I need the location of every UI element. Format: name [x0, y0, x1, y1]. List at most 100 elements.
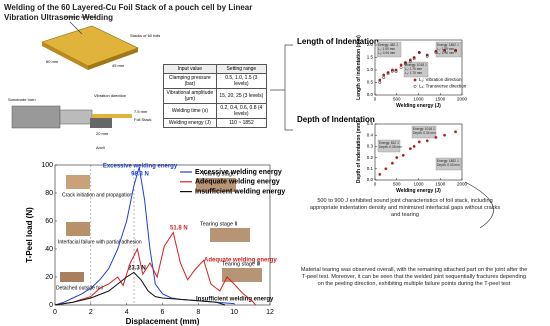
x-tick-label: 12 — [266, 309, 274, 316]
point — [390, 161, 394, 165]
line — [54, 231, 257, 306]
point — [382, 73, 386, 77]
legend-label: L₂: Transverse direction — [419, 83, 467, 88]
annotation: Excessive welding energy — [103, 164, 178, 170]
photo — [196, 178, 236, 192]
point — [425, 54, 429, 58]
x-axis-title: Welding energy (J) — [396, 103, 441, 109]
inset-label: L₂: 1.70 mm — [405, 71, 423, 75]
y-axis-title: Length of indentation (mm) — [356, 35, 362, 100]
label: Anvil — [96, 145, 105, 150]
annotation: Insufficient welding energy — [196, 297, 274, 303]
point — [399, 63, 403, 67]
y-tick-label: 100 — [41, 162, 53, 169]
inset-photo — [377, 139, 401, 153]
point — [378, 172, 382, 176]
point — [412, 144, 416, 148]
line — [54, 271, 226, 306]
legend-label: Insufficient welding energy — [195, 188, 285, 195]
label: 60 mm — [46, 59, 59, 64]
table-cell: Welding time (s) — [163, 103, 217, 119]
point — [454, 130, 458, 134]
x-tick-label: 1500 — [435, 182, 446, 187]
section-title: Depth of Indentation — [297, 115, 375, 124]
x-tick-label: 500 — [393, 182, 401, 187]
y-tick-label: 2.0 — [367, 42, 374, 47]
point — [378, 78, 382, 82]
label: Vibration direction — [64, 14, 96, 19]
annotation: Adequate welding energy — [204, 258, 277, 264]
legend-label: Excessive welding energy — [195, 169, 282, 176]
label: Stacks of 60 foils — [130, 33, 160, 38]
anvil — [90, 118, 112, 128]
label: Foil Stack — [134, 117, 152, 122]
parameter-table: Input value Setting range Clamping pressu… — [163, 64, 268, 128]
point — [417, 51, 421, 54]
table-header: Setting range — [215, 64, 268, 74]
y-axis-title: T-Peel load (N) — [25, 207, 34, 263]
point — [412, 57, 416, 61]
annotation: Crack initiation and propagation — [62, 192, 133, 198]
photo — [60, 272, 84, 282]
inset-label: Energy: 1852 J — [437, 43, 459, 47]
y-tick-label: 0.1 — [367, 166, 374, 171]
x-tick-label: 2000 — [457, 182, 468, 187]
inset-label: Energy: 812 J — [379, 141, 399, 145]
inset-photo — [435, 41, 462, 58]
inset-label: Energy: 1018 J — [413, 127, 435, 131]
inset-photo — [411, 125, 437, 139]
y-tick-label: 0 — [49, 302, 53, 309]
annotation: Interfacial failure with partial adhesio… — [58, 239, 142, 245]
point — [404, 62, 407, 66]
x-axis-title: Displacement (mm) — [126, 317, 200, 326]
label: 20 mm — [96, 131, 109, 136]
inset-photo — [435, 157, 462, 171]
inset-label: L₁: 1.70 mm — [405, 67, 422, 71]
photo — [66, 175, 90, 189]
y-tick-label: 80 — [45, 190, 53, 197]
x-tick-label: 6 — [161, 309, 165, 316]
point — [394, 70, 398, 73]
y-tick-label: 0.0 — [367, 92, 374, 97]
y-tick-label: 1.5 — [367, 55, 374, 60]
sonotrode — [11, 105, 61, 129]
section-title: Length of Indentation — [297, 37, 379, 46]
sonotrode-tip — [59, 109, 93, 125]
x-tick-label: 0 — [53, 309, 57, 316]
label: Vibration direction — [94, 93, 126, 98]
x-axis-title: Welding energy (J) — [396, 188, 441, 194]
table-cell: 0.2, 0.4, 0.6, 0.8 (4 levels) — [215, 103, 268, 119]
y-tick-label: 1.0 — [367, 67, 374, 72]
x-tick-label: 8 — [196, 309, 200, 316]
x-tick-label: 4 — [125, 309, 129, 316]
connector — [464, 181, 494, 229]
foil — [92, 114, 132, 118]
legend-swatch — [413, 78, 417, 82]
note: Material tearing was observed overall, w… — [300, 267, 528, 287]
table-cell: Welding energy (J) — [163, 118, 217, 128]
inset-label: Energy: 482 J — [378, 43, 398, 47]
point — [399, 66, 403, 69]
x-tick-label: 0 — [374, 97, 377, 102]
annotation: Tearing stage Ⅲ — [222, 261, 261, 267]
table-cell: Vibrational amplitude (μm) — [163, 88, 217, 104]
inset-label: L₂: 0.94 mm — [378, 51, 396, 55]
y-tick-label: 0.5 — [367, 80, 374, 85]
y-axis-title: Depth of indentation (mm) — [356, 121, 362, 184]
connector — [270, 44, 293, 131]
point — [408, 59, 412, 63]
x-tick-label: 1000 — [413, 97, 424, 102]
x-tick-label: 2000 — [457, 97, 468, 102]
y-tick-label: 0.0 — [367, 177, 374, 182]
point — [425, 139, 429, 143]
point — [390, 69, 394, 73]
y-tick-label: 0.4 — [367, 132, 374, 137]
inset-label: L₂: 1.76 mm — [437, 51, 455, 55]
y-tick-label: 40 — [45, 246, 53, 253]
table-cell: 15, 20, 25 (3 levels) — [215, 88, 268, 104]
point — [417, 140, 421, 144]
inset-label: Energy: 1852 J — [437, 159, 459, 163]
table-header: Input value — [163, 64, 217, 74]
point — [401, 153, 405, 157]
